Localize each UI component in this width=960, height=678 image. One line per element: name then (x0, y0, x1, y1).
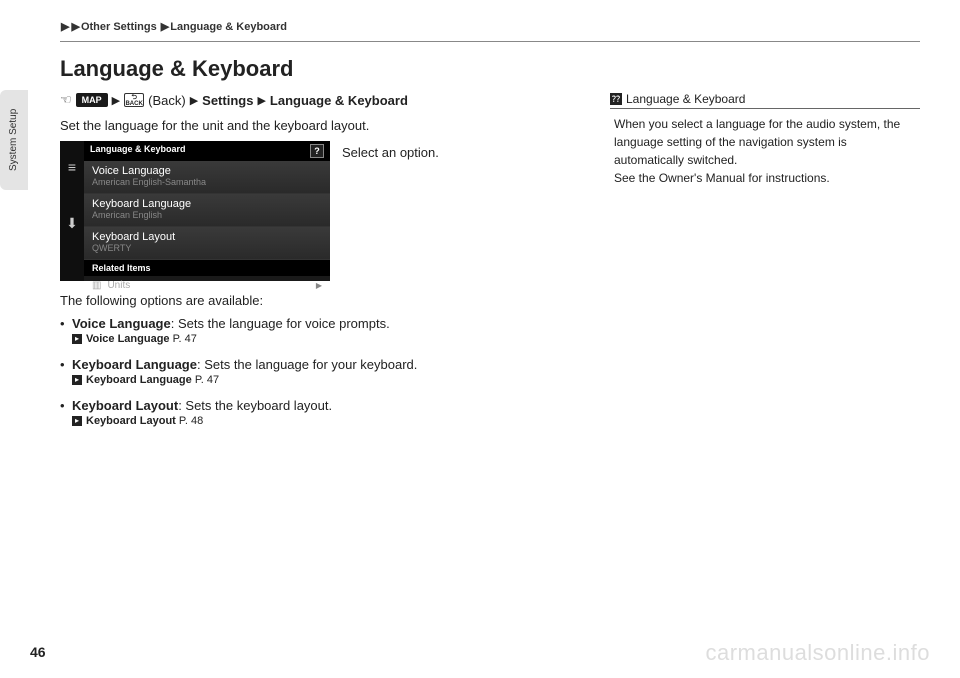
instruction-text: Select an option. (342, 141, 439, 281)
tip-header: ⁇ Language & Keyboard (610, 92, 920, 109)
nav-settings: Settings (202, 93, 253, 108)
breadcrumb-part1: Other Settings (81, 21, 157, 33)
ss-header-text: Language & Keyboard (90, 144, 186, 158)
xref: ▸ Keyboard Layout P. 48 (72, 415, 580, 427)
side-tab: System Setup (0, 90, 28, 190)
help-icon: ? (310, 144, 324, 158)
breadcrumb: ▶▶Other Settings ▶Language & Keyboard (60, 20, 920, 42)
xref: ▸ Keyboard Language P. 47 (72, 374, 580, 386)
chevron-right-icon: ▶ (257, 94, 265, 107)
back-text: (Back) (148, 93, 186, 108)
xref-icon: ▸ (72, 375, 82, 385)
breadcrumb-arrow-icon: ▶ (61, 21, 69, 33)
ruler-icon: ▥ (92, 280, 101, 291)
chevron-right-icon: ▶ (316, 281, 322, 290)
down-arrow-icon: ⬇ (66, 215, 78, 232)
page-number: 46 (30, 644, 46, 660)
back-button-icon: ⮌BACK (124, 93, 144, 107)
device-screenshot: ≡ ⬇ Language & Keyboard ? Voice Language… (60, 141, 330, 281)
nav-section: Language & Keyboard (270, 93, 408, 108)
option-item: Voice Language: Sets the language for vo… (60, 316, 580, 345)
breadcrumb-part2: Language & Keyboard (170, 21, 287, 33)
chevron-right-icon: ▶ (112, 94, 120, 107)
ss-item: Voice Language American English-Samantha (84, 161, 330, 194)
xref-icon: ▸ (72, 416, 82, 426)
map-button-icon: MAP (76, 93, 108, 107)
option-item: Keyboard Language: Sets the language for… (60, 357, 580, 386)
ss-related-header: Related Items (84, 260, 330, 276)
chevron-right-icon: ▶ (190, 94, 198, 107)
available-text: The following options are available: (60, 293, 580, 308)
intro-text: Set the language for the unit and the ke… (60, 118, 580, 133)
xref: ▸ Voice Language P. 47 (72, 333, 580, 345)
hamburger-icon: ≡ (68, 159, 76, 175)
nav-path: ☜ MAP ▶ ⮌BACK (Back) ▶ Settings ▶ Langua… (60, 92, 580, 108)
tip-body: When you select a language for the audio… (610, 115, 920, 187)
watermark: carmanualsonline.info (705, 640, 930, 666)
ss-units-row: ▥Units ▶ (84, 276, 330, 295)
ss-item: Keyboard Layout QWERTY (84, 227, 330, 260)
option-item: Keyboard Layout: Sets the keyboard layou… (60, 398, 580, 427)
hand-icon: ☜ (60, 92, 72, 108)
tip-icon: ⁇ (610, 93, 622, 105)
page-title: Language & Keyboard (60, 56, 920, 82)
xref-icon: ▸ (72, 334, 82, 344)
ss-item: Keyboard Language American English (84, 194, 330, 227)
breadcrumb-arrow-icon: ▶ (161, 21, 169, 33)
breadcrumb-arrow-icon: ▶ (71, 21, 79, 33)
